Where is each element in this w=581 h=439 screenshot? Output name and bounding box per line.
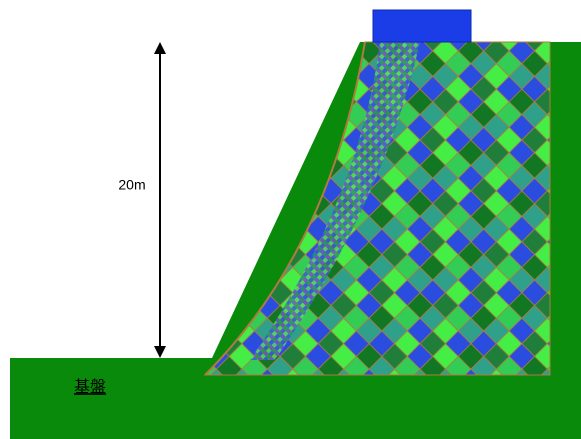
slope-diagram: 20m 基盤	[0, 0, 581, 439]
top-block	[373, 10, 471, 42]
base-label: 基盤	[74, 378, 106, 396]
height-label: 20m	[118, 177, 145, 193]
